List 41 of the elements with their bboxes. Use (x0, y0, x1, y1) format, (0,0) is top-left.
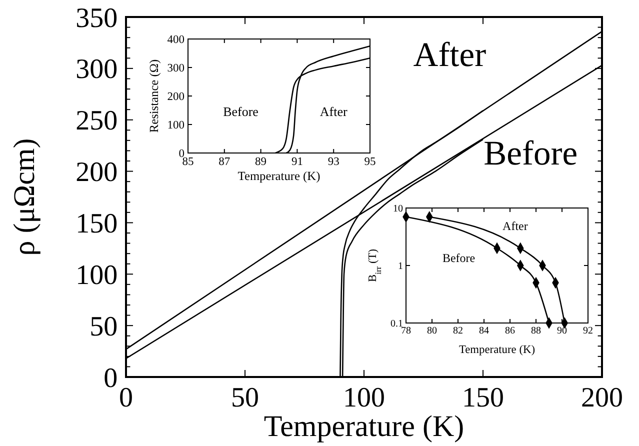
y-tick-label: 100 (76, 260, 118, 291)
annotation: After (413, 36, 487, 74)
y-tick-label: 200 (167, 91, 185, 104)
x-tick-label: 78 (401, 326, 411, 336)
y-tick-label: 350 (76, 2, 118, 34)
y-tick-label: 1 (398, 261, 403, 272)
x-tick-label: 93 (328, 156, 340, 168)
x-tick-label: 85 (182, 156, 194, 168)
x-axis-title: Temperature (K) (238, 169, 320, 183)
y-axis-title: Resistance (Ω) (147, 59, 161, 133)
annotation: Before (484, 134, 578, 173)
y-tick-label: 10 (393, 204, 403, 214)
y-tick-label: 250 (76, 106, 118, 137)
x-tick-label: 87 (218, 156, 230, 168)
x-tick-label: 95 (364, 156, 376, 168)
y-axis-title: ρ (μΩcm) (8, 138, 41, 256)
annotation: After (502, 218, 528, 233)
y-tick-label: 0 (104, 362, 118, 394)
x-tick-label: 150 (462, 382, 504, 414)
y-tick-label: 0.1 (390, 318, 403, 330)
x-tick-label: 91 (291, 156, 304, 168)
x-tick-label: 89 (255, 156, 267, 168)
annotation: Before (442, 251, 476, 266)
x-tick-label: 92 (583, 326, 593, 336)
y-tick-label: 100 (167, 120, 185, 132)
x-tick-label: 84 (479, 326, 489, 336)
x-tick-label: 50 (231, 382, 259, 414)
x-tick-label: 90 (557, 326, 567, 336)
x-tick-label: 80 (427, 326, 437, 336)
y-tick-label: 400 (167, 34, 185, 46)
y-tick-label: 150 (76, 208, 118, 240)
x-axis-title: Temperature (K) (458, 344, 536, 356)
x-axis-title: Temperature (K) (264, 410, 464, 443)
x-tick-label: 200 (581, 382, 623, 414)
y-tick-label: 300 (76, 54, 118, 86)
x-tick-label: 88 (531, 326, 541, 336)
annotation: After (320, 104, 348, 119)
y-tick-label: 300 (167, 62, 185, 75)
annotation: Before (223, 104, 259, 119)
x-tick-label: 82 (453, 326, 463, 336)
x-tick-label: 86 (505, 326, 515, 336)
